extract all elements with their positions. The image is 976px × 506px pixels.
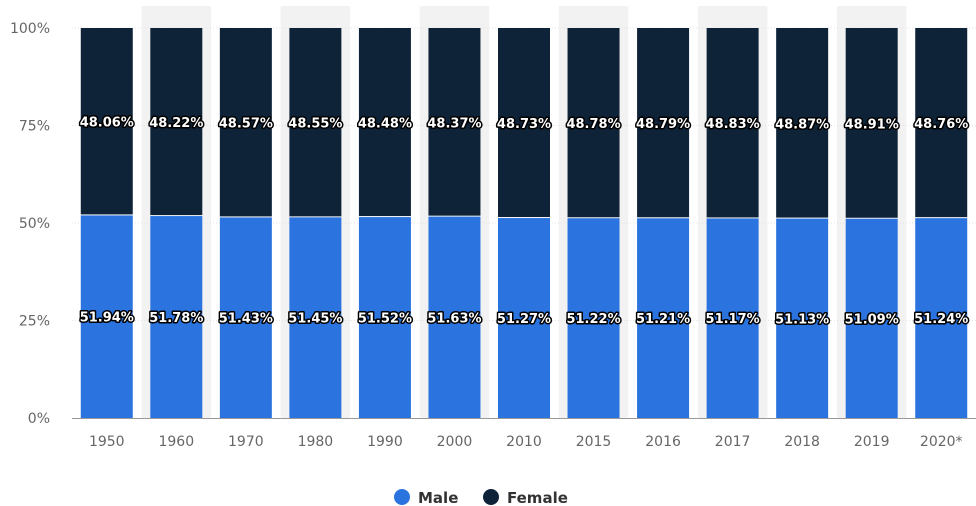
x-tick-label: 1970 bbox=[228, 434, 264, 450]
bar-female[interactable] bbox=[80, 28, 133, 215]
data-label-male: 51.63% bbox=[427, 311, 481, 326]
data-label-male: 51.09% bbox=[845, 312, 899, 327]
data-label-female: 48.78% bbox=[566, 117, 620, 132]
data-label-male: 51.43% bbox=[219, 312, 273, 327]
x-tick-label: 2018 bbox=[784, 434, 820, 450]
data-label-male: 51.45% bbox=[288, 312, 342, 327]
data-label-male: 51.13% bbox=[775, 312, 829, 327]
bar-male[interactable] bbox=[219, 217, 272, 418]
data-label-female: 48.83% bbox=[706, 117, 760, 132]
bar-female[interactable] bbox=[289, 28, 342, 217]
bar-female[interactable] bbox=[150, 28, 203, 216]
bar-male[interactable] bbox=[150, 216, 203, 418]
bar-male[interactable] bbox=[845, 218, 898, 418]
bar-male[interactable] bbox=[915, 218, 968, 418]
bar-female[interactable] bbox=[915, 28, 968, 218]
y-tick-label: 25% bbox=[19, 314, 50, 330]
legend-item-female[interactable]: Female bbox=[483, 489, 568, 506]
x-tick-label: 1980 bbox=[298, 434, 334, 450]
x-tick-label: 2016 bbox=[645, 434, 681, 450]
data-label-female: 48.79% bbox=[636, 117, 690, 132]
data-label-male: 51.22% bbox=[566, 312, 620, 327]
legend-marker bbox=[483, 489, 499, 505]
bar-male[interactable] bbox=[289, 217, 342, 418]
bar-female[interactable] bbox=[219, 28, 272, 217]
legend: Male Female bbox=[394, 489, 568, 506]
y-tick-label: 100% bbox=[10, 21, 50, 37]
legend-marker bbox=[394, 489, 410, 505]
data-label-female: 48.57% bbox=[219, 117, 273, 132]
data-label-male: 51.27% bbox=[497, 312, 551, 327]
data-label-female: 48.73% bbox=[497, 117, 551, 132]
data-label-male: 51.94% bbox=[80, 311, 134, 326]
x-tick-label: 2017 bbox=[715, 434, 751, 450]
data-label-female: 48.76% bbox=[914, 117, 968, 132]
data-label-female: 48.06% bbox=[80, 116, 134, 131]
data-label-female: 48.55% bbox=[288, 117, 342, 132]
bar-male[interactable] bbox=[706, 218, 759, 418]
bar-female[interactable] bbox=[706, 28, 759, 218]
data-label-male: 51.52% bbox=[358, 312, 412, 327]
bar-female[interactable] bbox=[358, 28, 411, 217]
bar-female[interactable] bbox=[428, 28, 481, 216]
x-tick-label: 1990 bbox=[367, 434, 403, 450]
x-tick-label: 2019 bbox=[854, 434, 890, 450]
data-label-female: 48.22% bbox=[149, 116, 203, 131]
data-labels: 51.94% 48.06% 51.78% 48.22% 51.43% 48.57% 51.4… bbox=[78, 114, 970, 329]
bar-female[interactable] bbox=[498, 28, 550, 218]
data-label-male: 51.24% bbox=[914, 312, 968, 327]
axes: 0% 25% 50% 75% 100% 1950 1960 1970 1980 1990 2000 2… bbox=[10, 21, 976, 450]
x-tick-label: 1950 bbox=[89, 434, 125, 450]
bar-female[interactable] bbox=[845, 28, 898, 218]
legend-label: Female bbox=[507, 489, 568, 506]
bar-male[interactable] bbox=[637, 218, 690, 418]
data-label-female: 48.37% bbox=[427, 116, 481, 131]
data-label-female: 48.91% bbox=[845, 117, 899, 132]
x-tick-label: 2010 bbox=[506, 434, 542, 450]
data-label-male: 51.17% bbox=[706, 312, 760, 327]
x-tick-label: 1960 bbox=[158, 434, 194, 450]
bar-female[interactable] bbox=[637, 28, 690, 218]
bar-male[interactable] bbox=[428, 216, 481, 418]
bar-male[interactable] bbox=[358, 217, 411, 418]
legend-label: Male bbox=[418, 489, 458, 506]
y-tick-label: 75% bbox=[19, 119, 50, 135]
bar-male[interactable] bbox=[567, 218, 620, 418]
y-tick-label: 0% bbox=[28, 411, 50, 427]
legend-item-male[interactable]: Male bbox=[394, 489, 458, 506]
x-tick-label: 2020* bbox=[920, 434, 963, 450]
x-tick-label: 2015 bbox=[576, 434, 612, 450]
data-label-female: 48.48% bbox=[358, 117, 412, 132]
bar-male[interactable] bbox=[776, 218, 829, 418]
bars bbox=[80, 28, 968, 418]
data-label-male: 51.21% bbox=[636, 312, 690, 327]
bar-male[interactable] bbox=[80, 215, 133, 418]
bar-female[interactable] bbox=[567, 28, 620, 218]
data-label-male: 51.78% bbox=[149, 311, 203, 326]
bar-female[interactable] bbox=[776, 28, 829, 218]
y-tick-label: 50% bbox=[19, 216, 50, 232]
data-label-female: 48.87% bbox=[775, 117, 829, 132]
bar-male[interactable] bbox=[498, 218, 550, 418]
x-tick-label: 2000 bbox=[437, 434, 473, 450]
